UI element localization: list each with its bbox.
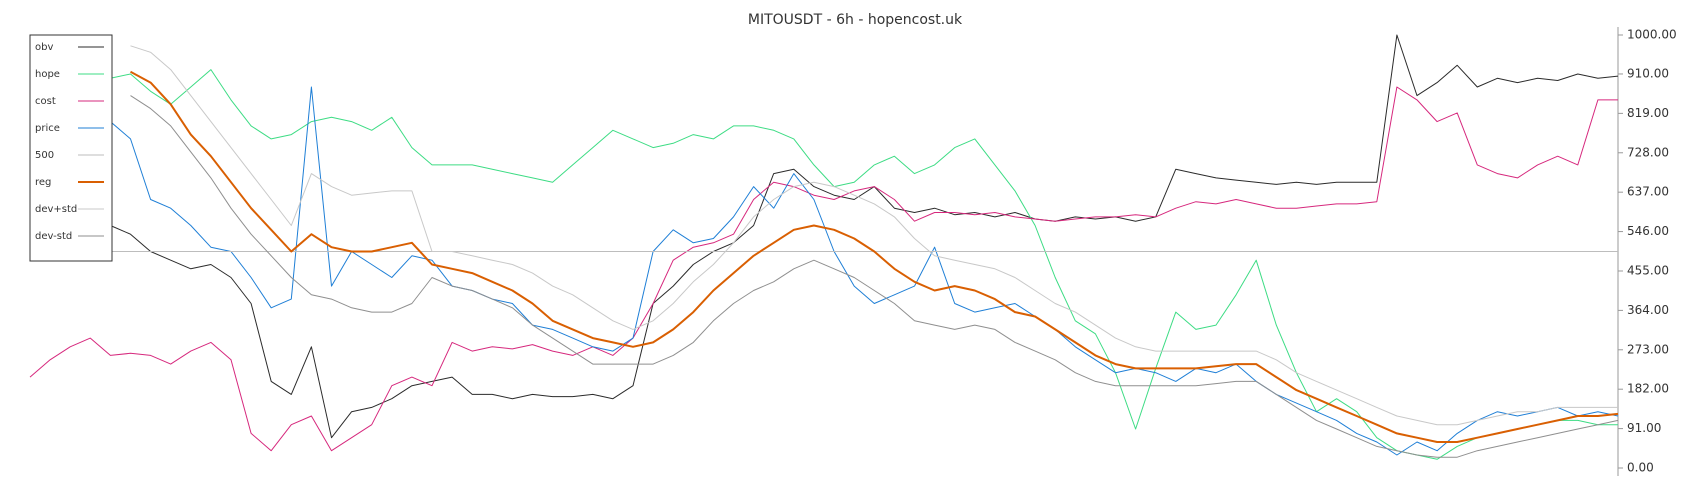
chart-title: MITOUSDT - 6h - hopencost.uk: [748, 12, 963, 28]
y-tick-label: 546.00: [1627, 224, 1669, 238]
legend-label: hope: [35, 69, 60, 80]
line-series: [130, 95, 1619, 458]
y-tick-label: 273.00: [1627, 342, 1669, 356]
y-tick-label: 182.00: [1627, 382, 1669, 396]
legend-label: obv: [35, 42, 53, 53]
y-tick-label: 1000.00: [1627, 28, 1677, 42]
line-series: [110, 69, 1618, 460]
legend-label: cost: [35, 96, 56, 107]
y-tick-label: 819.00: [1627, 106, 1669, 120]
y-tick-label: 91.00: [1627, 421, 1661, 435]
legend-label: dev-std: [35, 231, 72, 242]
line-series: [130, 70, 1619, 443]
y-tick-label: 728.00: [1627, 145, 1669, 159]
y-tick-label: 455.00: [1627, 263, 1669, 277]
line-series: [110, 34, 1619, 439]
y-tick-label: 910.00: [1627, 66, 1669, 80]
y-tick-label: 364.00: [1627, 303, 1669, 317]
line-series: [130, 45, 1618, 426]
legend-label: dev+std: [35, 204, 77, 215]
y-tick-label: 637.00: [1627, 185, 1669, 199]
legend-label: price: [35, 123, 60, 134]
legend-label: reg: [35, 177, 51, 188]
legend-box: [29, 34, 113, 262]
y-tick-label: 0.00: [1627, 461, 1654, 475]
legend-label: 500: [35, 150, 54, 161]
line-series: [29, 86, 1618, 452]
line-series: [29, 77, 1619, 456]
